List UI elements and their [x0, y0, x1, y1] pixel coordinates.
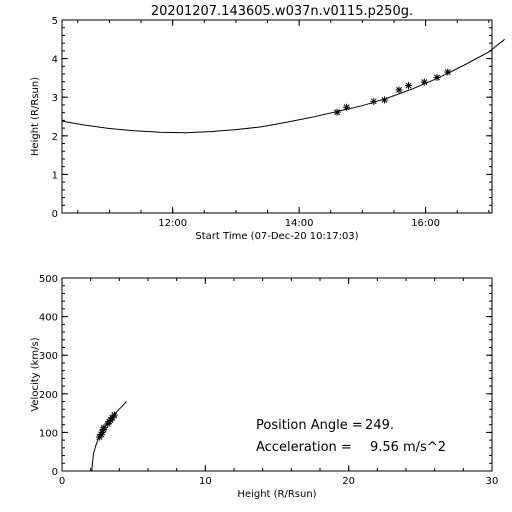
velocity-height-plot-frame: [61, 277, 493, 472]
height-time-plot-frame: [61, 19, 493, 214]
height-time-data-point: [444, 68, 452, 76]
chart-title: 20201207.143605.w037n.v0115.p250g.: [151, 4, 413, 19]
velocity-height-x-tick-label: 10: [199, 476, 212, 487]
velocity-height-y-tick-label: 500: [39, 274, 58, 285]
velocity-height-x-tick-labels: 0 10 20 30: [59, 476, 499, 487]
height-time-y-tick-label: 5: [52, 16, 58, 27]
velocity-height-fit-line: [91, 401, 127, 472]
velocity-height-panel: 0 10 20 30 0 100 200 300 400 500 Height (R/Rsun)…: [30, 274, 498, 500]
position-angle-label: Position Angle =: [256, 418, 363, 433]
velocity-height-x-tick-label: 0: [59, 476, 65, 487]
height-time-y-tick-label: 0: [52, 209, 58, 220]
height-time-y-tick-labels: 0 1 2 3 4 5: [52, 16, 58, 220]
height-time-ticks: [62, 19, 492, 214]
height-time-x-tick-label: 12:00: [158, 218, 187, 229]
height-time-y-tick-label: 2: [52, 132, 58, 143]
height-time-data-points: [333, 68, 452, 116]
velocity-height-data-point: [98, 428, 106, 436]
height-time-y-axis-title: Height (R/Rsun): [30, 77, 41, 156]
height-time-y-tick-label: 3: [52, 93, 58, 104]
velocity-height-y-axis-title: Velocity (km/s): [30, 337, 41, 411]
height-time-data-point: [395, 86, 403, 94]
velocity-height-y-tick-label: 400: [39, 313, 58, 324]
height-time-data-point: [433, 74, 441, 82]
velocity-height-x-tick-label: 20: [342, 476, 355, 487]
velocity-height-data-point: [110, 411, 118, 419]
velocity-height-y-tick-label: 0: [52, 467, 58, 478]
velocity-height-y-tick-label: 200: [39, 390, 58, 401]
height-time-data-point: [370, 97, 378, 105]
height-time-x-tick-label: 14:00: [285, 218, 314, 229]
height-time-x-tick-label: 16:00: [411, 218, 440, 229]
height-time-fit-line: [61, 38, 505, 134]
acceleration-label: Acceleration =: [256, 440, 352, 455]
height-time-x-axis-title: Start Time (07-Dec-20 10:17:03): [195, 231, 358, 242]
height-time-y-tick-label: 4: [52, 55, 58, 66]
velocity-height-ticks: [61, 277, 493, 472]
acceleration-value: 9.56 m/s^2: [370, 440, 446, 455]
velocity-height-x-axis-title: Height (R/Rsun): [237, 489, 316, 500]
velocity-height-data-points: [95, 411, 118, 441]
height-time-data-point: [343, 103, 351, 111]
height-time-data-point: [381, 96, 388, 104]
height-time-data-point: [333, 108, 341, 116]
height-time-panel: 12:00 14:00 16:00 0 1 2 3 4 5 Start Time (07-De…: [30, 16, 505, 242]
height-time-data-point: [405, 82, 413, 90]
position-angle-value: 249.: [365, 418, 394, 433]
velocity-height-y-tick-label: 100: [39, 428, 58, 439]
height-time-x-tick-labels: 12:00 14:00 16:00: [158, 218, 440, 229]
velocity-height-x-tick-label: 30: [486, 476, 499, 487]
velocity-height-y-tick-labels: 0 100 200 300 400 500: [39, 274, 58, 478]
height-time-data-point: [420, 78, 428, 86]
velocity-height-y-tick-label: 300: [39, 351, 58, 362]
height-time-y-tick-label: 1: [52, 170, 58, 181]
